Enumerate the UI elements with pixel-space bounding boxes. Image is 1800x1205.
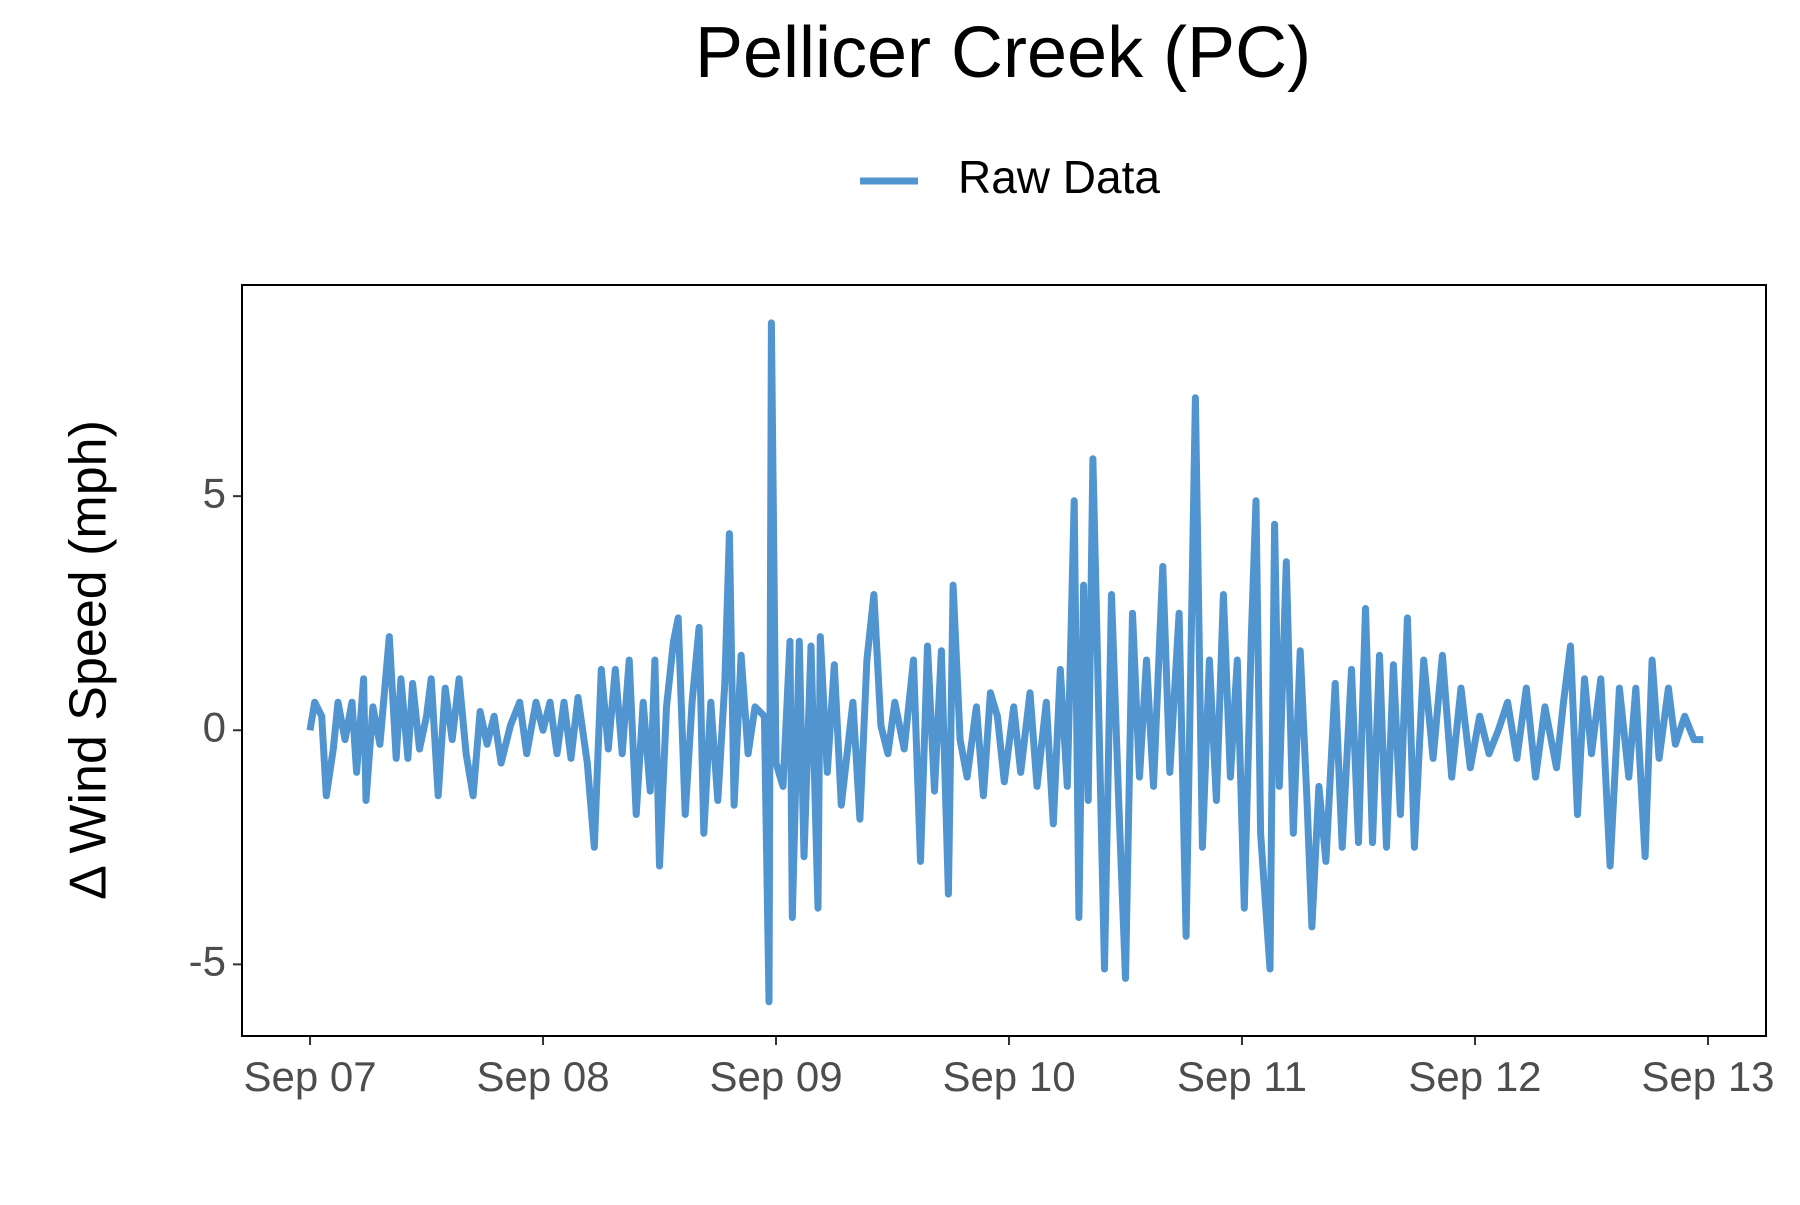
x-tick-label: Sep 11: [1177, 1053, 1307, 1100]
x-tick-label: Sep 12: [1408, 1053, 1541, 1100]
x-tick-label: Sep 13: [1641, 1053, 1774, 1100]
x-tick-label: Sep 09: [709, 1053, 842, 1100]
data-line: [306, 319, 1704, 1006]
y-axis-title: Δ Wind Speed (mph): [60, 420, 118, 900]
y-tick-label: -5: [189, 937, 226, 984]
plot-frame: [241, 284, 1767, 1037]
chart-title: Pellicer Creek (PC): [695, 13, 1311, 93]
legend-label: Raw Data: [958, 151, 1160, 203]
x-tick-label: Sep 08: [476, 1053, 609, 1100]
y-tick-label: 5: [203, 469, 226, 516]
y-tick-label: 0: [203, 703, 226, 750]
x-tick-label: Sep 10: [942, 1053, 1075, 1100]
x-tick-label: Sep 07: [243, 1053, 376, 1100]
